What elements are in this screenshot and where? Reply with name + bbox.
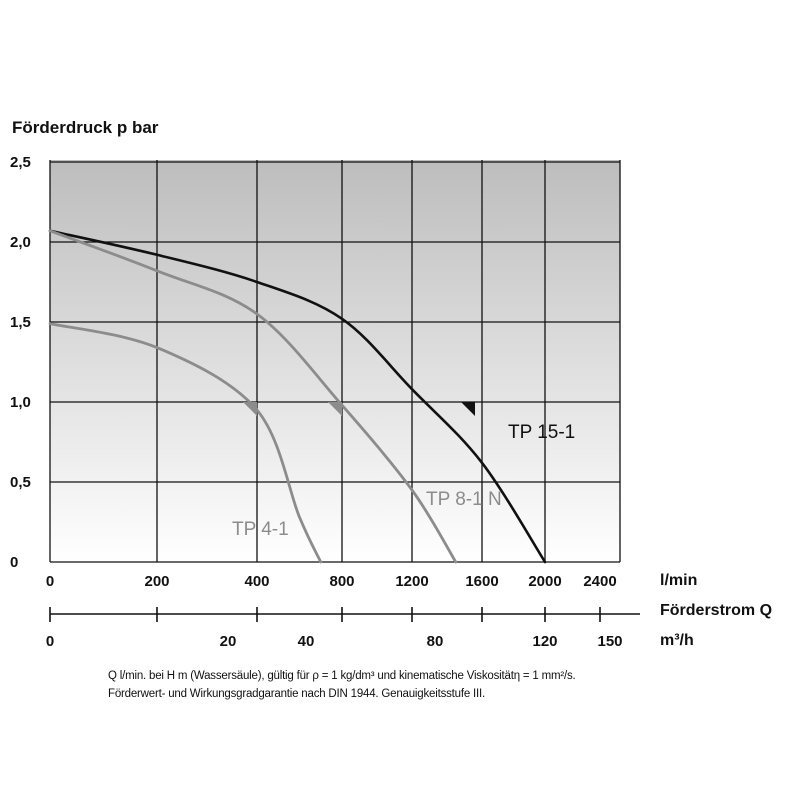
- secondary-tick-label: 80: [427, 633, 444, 650]
- y-axis-title: Förderdruck p bar: [12, 118, 159, 137]
- x-tick-labels: 0 200 400 800 1200 1600 2000 2400: [46, 573, 617, 590]
- series-line-tp-15-1: [48, 229, 547, 564]
- secondary-tick-label: 0: [46, 633, 54, 650]
- plot-background: [50, 160, 620, 562]
- curve-marker: [461, 402, 475, 416]
- series-label: TP 8-1 N: [426, 489, 502, 510]
- x-tick-label: 200: [144, 573, 169, 590]
- curve-marker: [243, 402, 257, 416]
- y-tick-label: 2,5: [10, 154, 31, 171]
- secondary-tick-label: 40: [298, 633, 315, 650]
- series-labels: TP 15-1 TP 8-1 N TP 4-1: [232, 422, 575, 540]
- x-tick-label: 2400: [583, 573, 616, 590]
- x-tick-label: 1600: [465, 573, 498, 590]
- curve-markers: [243, 402, 475, 416]
- secondary-axis: 0 20 40 80 120 150: [46, 607, 640, 650]
- curve-marker: [328, 402, 342, 416]
- secondary-axis-title: Förderstrom Q: [660, 602, 772, 619]
- y-tick-label: 0,5: [10, 474, 31, 491]
- series-line-tp-8-1-n: [48, 229, 458, 564]
- secondary-axis-unit: m³/h: [660, 632, 694, 649]
- x-tick-label: 400: [244, 573, 269, 590]
- footnote-line-1: Q l/min. bei H m (Wassersäule), gültig f…: [108, 670, 576, 682]
- secondary-tick-label: 150: [597, 633, 622, 650]
- footnote-line-2: Förderwert- und Wirkungsgradgarantie nac…: [108, 688, 486, 700]
- x-tick-label: 800: [329, 573, 354, 590]
- series-label: TP 4-1: [232, 519, 289, 540]
- series-label: TP 15-1: [508, 422, 575, 443]
- y-tick-label: 1,5: [10, 314, 31, 331]
- x-tick-label: 0: [46, 573, 54, 590]
- y-tick-label: 0: [10, 554, 18, 571]
- secondary-tick-label: 120: [532, 633, 557, 650]
- secondary-tick-label: 20: [220, 633, 237, 650]
- y-tick-label: 2,0: [10, 234, 31, 251]
- y-tick-labels: 0 0,5 1,0 1,5 2,0 2,5: [10, 154, 31, 571]
- x-axis-unit: l/min: [660, 572, 697, 589]
- x-tick-label: 2000: [528, 573, 561, 590]
- x-tick-label: 1200: [395, 573, 428, 590]
- y-tick-label: 1,0: [10, 394, 31, 411]
- grid: [49, 160, 621, 563]
